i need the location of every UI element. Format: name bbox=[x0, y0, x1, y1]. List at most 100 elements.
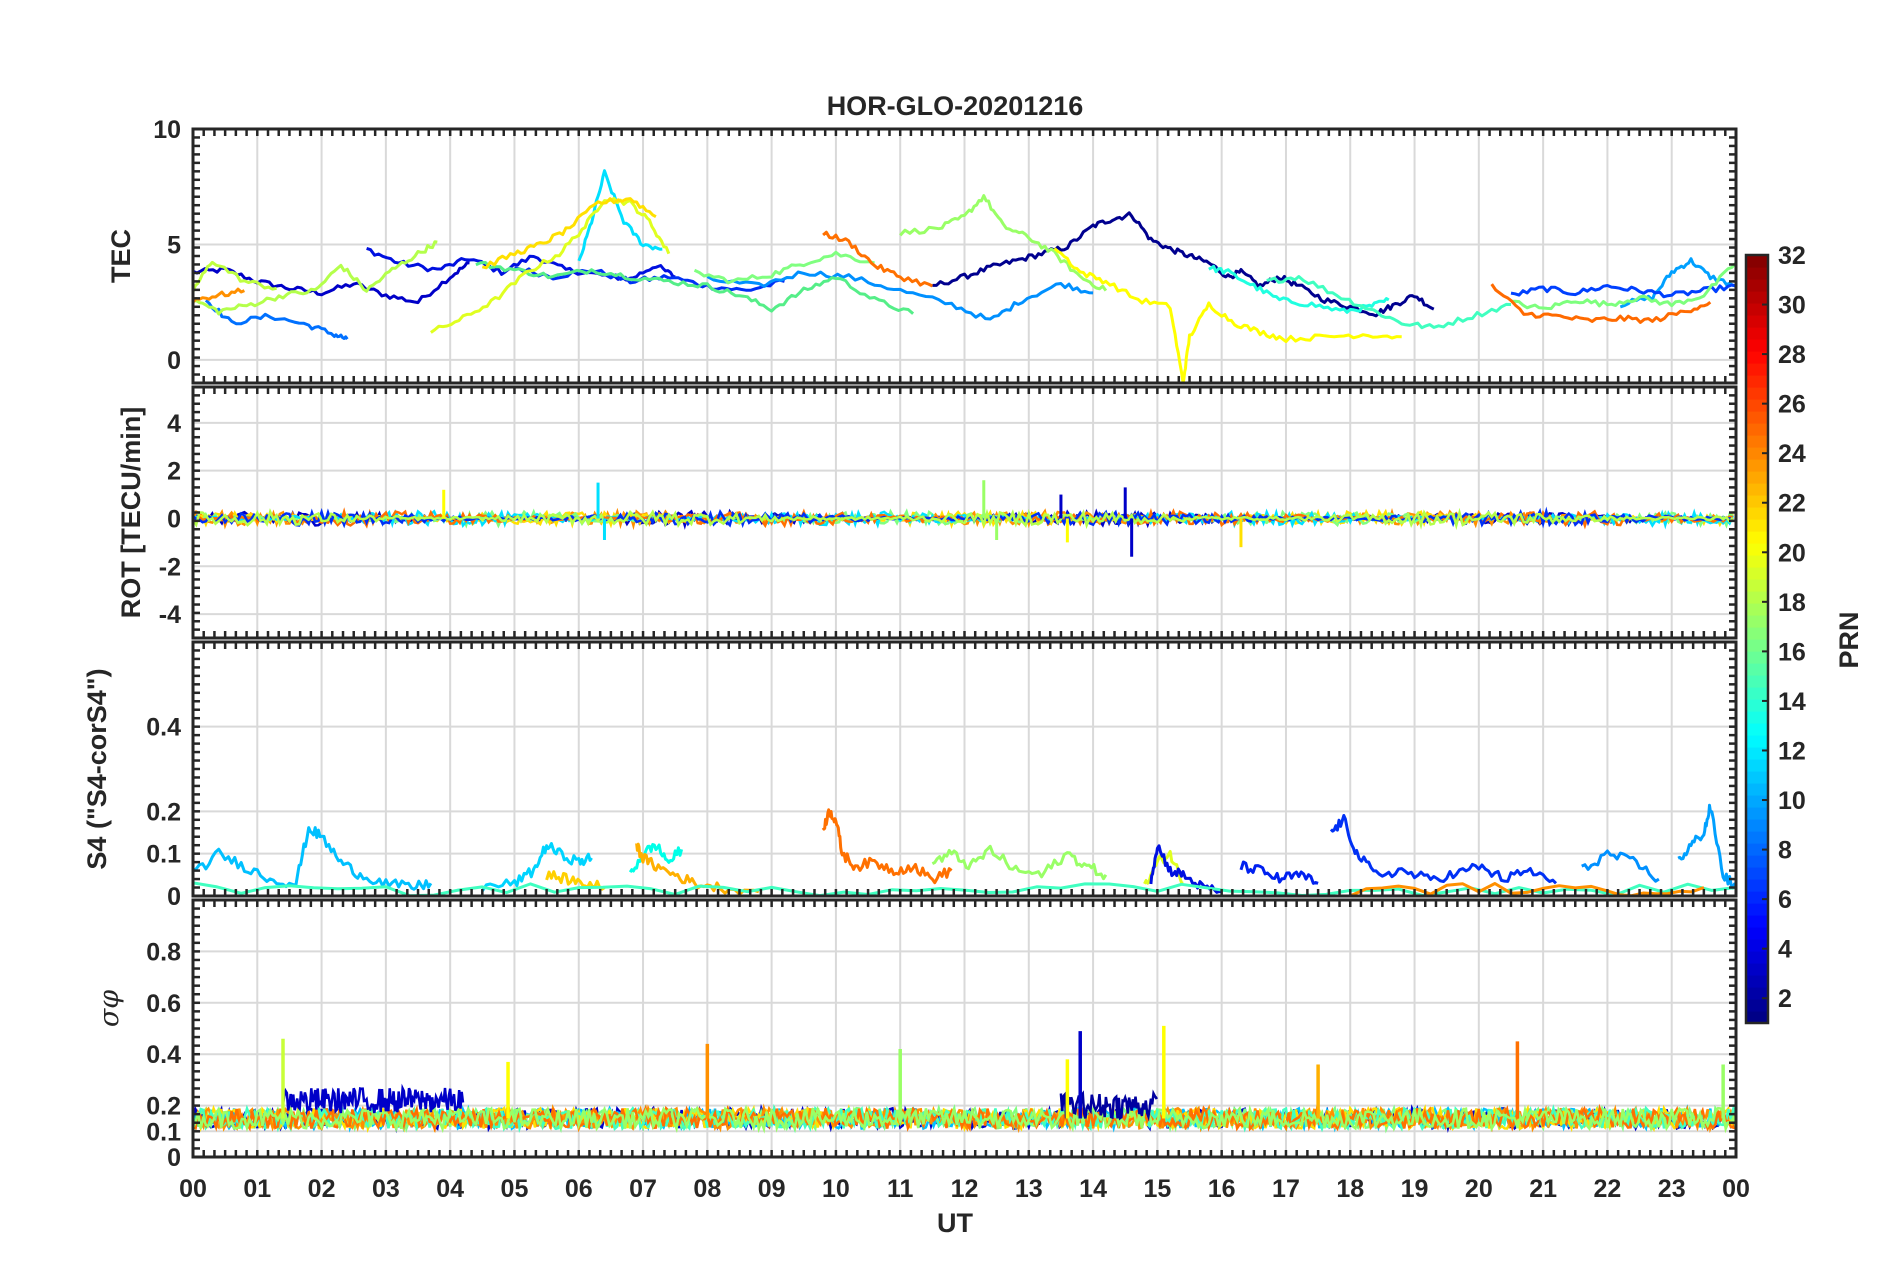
colorbar-segment bbox=[1746, 951, 1768, 964]
colorbar-segment bbox=[1746, 855, 1768, 868]
colorbar-segment bbox=[1746, 255, 1768, 268]
colorbar-segment bbox=[1746, 699, 1768, 712]
series-line-prn-13 bbox=[1208, 264, 1390, 314]
series-line-prn-15 bbox=[475, 261, 915, 315]
x-tick-label: 02 bbox=[308, 1175, 336, 1203]
x-tick-label: 09 bbox=[758, 1175, 786, 1203]
y-tick-label: 0.4 bbox=[146, 1041, 181, 1069]
series-line-prn-2 bbox=[932, 211, 1435, 318]
plot-area bbox=[193, 169, 1736, 383]
x-tick-label: 15 bbox=[1143, 1175, 1171, 1203]
colorbar-segment bbox=[1746, 411, 1768, 424]
colorbar-segment bbox=[1746, 555, 1768, 568]
colorbar-segment bbox=[1746, 543, 1768, 556]
y-axis-label-s4: S4 ("S4-corS4") bbox=[82, 668, 112, 869]
rot-trace bbox=[193, 507, 1734, 531]
colorbar-segment bbox=[1746, 999, 1768, 1012]
series-line-prn-7 bbox=[204, 299, 349, 340]
colorbar-segment bbox=[1746, 795, 1768, 808]
colorbar-segment bbox=[1746, 507, 1768, 520]
y-tick-label: -4 bbox=[159, 601, 181, 629]
y-tick-label: 10 bbox=[153, 116, 181, 144]
colorbar-segment bbox=[1746, 927, 1768, 940]
series-line-prn-8 bbox=[706, 270, 1094, 321]
colorbar-tick-label: 16 bbox=[1778, 638, 1806, 666]
colorbar-segment bbox=[1746, 519, 1768, 532]
x-tick-label: 07 bbox=[629, 1175, 657, 1203]
colorbar-segment bbox=[1746, 399, 1768, 412]
colorbar-tick-label: 30 bbox=[1778, 292, 1806, 320]
x-tick-label: 01 bbox=[243, 1175, 271, 1203]
y-tick-label: 4 bbox=[167, 410, 181, 438]
y-tick-label: 0.1 bbox=[146, 1118, 181, 1146]
colorbar-segment bbox=[1746, 579, 1768, 592]
colorbar-tick-label: 12 bbox=[1778, 737, 1806, 765]
sigma-phi-trace bbox=[193, 1104, 1736, 1134]
colorbar-segment bbox=[1746, 387, 1768, 400]
colorbar-segment bbox=[1746, 627, 1768, 640]
colorbar-segment bbox=[1746, 447, 1768, 460]
colorbar-segment bbox=[1746, 303, 1768, 316]
series-line-prn-16 bbox=[693, 250, 875, 285]
series-line-prn-6 bbox=[1510, 283, 1736, 299]
colorbar-segment bbox=[1746, 483, 1768, 496]
y-tick-label: 0.4 bbox=[146, 714, 181, 742]
series-line-prn-21 bbox=[481, 197, 657, 270]
colorbar-segment bbox=[1746, 735, 1768, 748]
y-tick-label: -2 bbox=[159, 553, 181, 581]
colorbar-segment bbox=[1746, 663, 1768, 676]
x-tick-label: 17 bbox=[1272, 1175, 1300, 1203]
y-tick-label: 0.2 bbox=[146, 1093, 181, 1121]
plot-area bbox=[193, 1025, 1736, 1134]
x-tick-label: 12 bbox=[951, 1175, 979, 1203]
x-axis: 00 01 02 03 04 05 06 07 08 09 10 11 12 13 14 15 16 17 18 19… bbox=[179, 1175, 1750, 1203]
x-tick-label: 19 bbox=[1401, 1175, 1429, 1203]
colorbar-segment bbox=[1746, 879, 1768, 892]
x-tick-label: 08 bbox=[693, 1175, 721, 1203]
colorbar-segment bbox=[1746, 603, 1768, 616]
colorbar-label: PRN bbox=[1834, 611, 1864, 668]
x-tick-label: 22 bbox=[1594, 1175, 1622, 1203]
colorbar-segment bbox=[1746, 867, 1768, 880]
colorbar-segment bbox=[1746, 315, 1768, 328]
series-line-prn-20 bbox=[1053, 247, 1402, 383]
colorbar-segment bbox=[1746, 651, 1768, 664]
colorbar-segment bbox=[1746, 351, 1768, 364]
x-tick-label: 21 bbox=[1529, 1175, 1557, 1203]
colorbar-segment bbox=[1746, 495, 1768, 508]
colorbar-tick-label: 28 bbox=[1778, 341, 1806, 369]
series-line-prn-24 bbox=[821, 808, 953, 885]
y-tick-label: 2 bbox=[167, 458, 181, 486]
colorbar-tick-label: 20 bbox=[1778, 539, 1806, 567]
y-tick-label: 0.8 bbox=[146, 938, 181, 966]
colorbar-segment bbox=[1746, 807, 1768, 820]
x-tick-label: 05 bbox=[501, 1175, 529, 1203]
colorbar-segment bbox=[1746, 471, 1768, 484]
sigma-phi-band bbox=[1059, 1089, 1158, 1122]
colorbar-segment bbox=[1746, 843, 1768, 856]
series-line-prn-18 bbox=[193, 260, 277, 293]
colorbar-segment bbox=[1746, 987, 1768, 1000]
series-line-prn-23 bbox=[193, 287, 246, 304]
x-tick-label: 00 bbox=[179, 1175, 207, 1203]
chart-title: HOR-GLO-20201216 bbox=[827, 91, 1084, 121]
series-line-prn-12 bbox=[577, 169, 663, 262]
x-tick-label: 03 bbox=[372, 1175, 400, 1203]
colorbar-segment bbox=[1746, 267, 1768, 280]
y-tick-label: 0.6 bbox=[146, 990, 181, 1018]
colorbar-segment bbox=[1746, 531, 1768, 544]
colorbar-segment bbox=[1746, 675, 1768, 688]
colorbar-segment bbox=[1746, 1011, 1768, 1024]
colorbar-segment bbox=[1746, 567, 1768, 580]
colorbar-tick-label: 8 bbox=[1778, 837, 1792, 865]
colorbar-segment bbox=[1746, 747, 1768, 760]
colorbar-segment bbox=[1746, 711, 1768, 724]
colorbar-segment bbox=[1746, 759, 1768, 772]
colorbar-tick-label: 4 bbox=[1778, 936, 1792, 964]
colorbar-frame bbox=[1744, 253, 1770, 1025]
series-line-prn-17 bbox=[899, 194, 1108, 292]
colorbar-segment bbox=[1746, 891, 1768, 904]
colorbar-segment bbox=[1746, 339, 1768, 352]
colorbar-segment bbox=[1746, 639, 1768, 652]
